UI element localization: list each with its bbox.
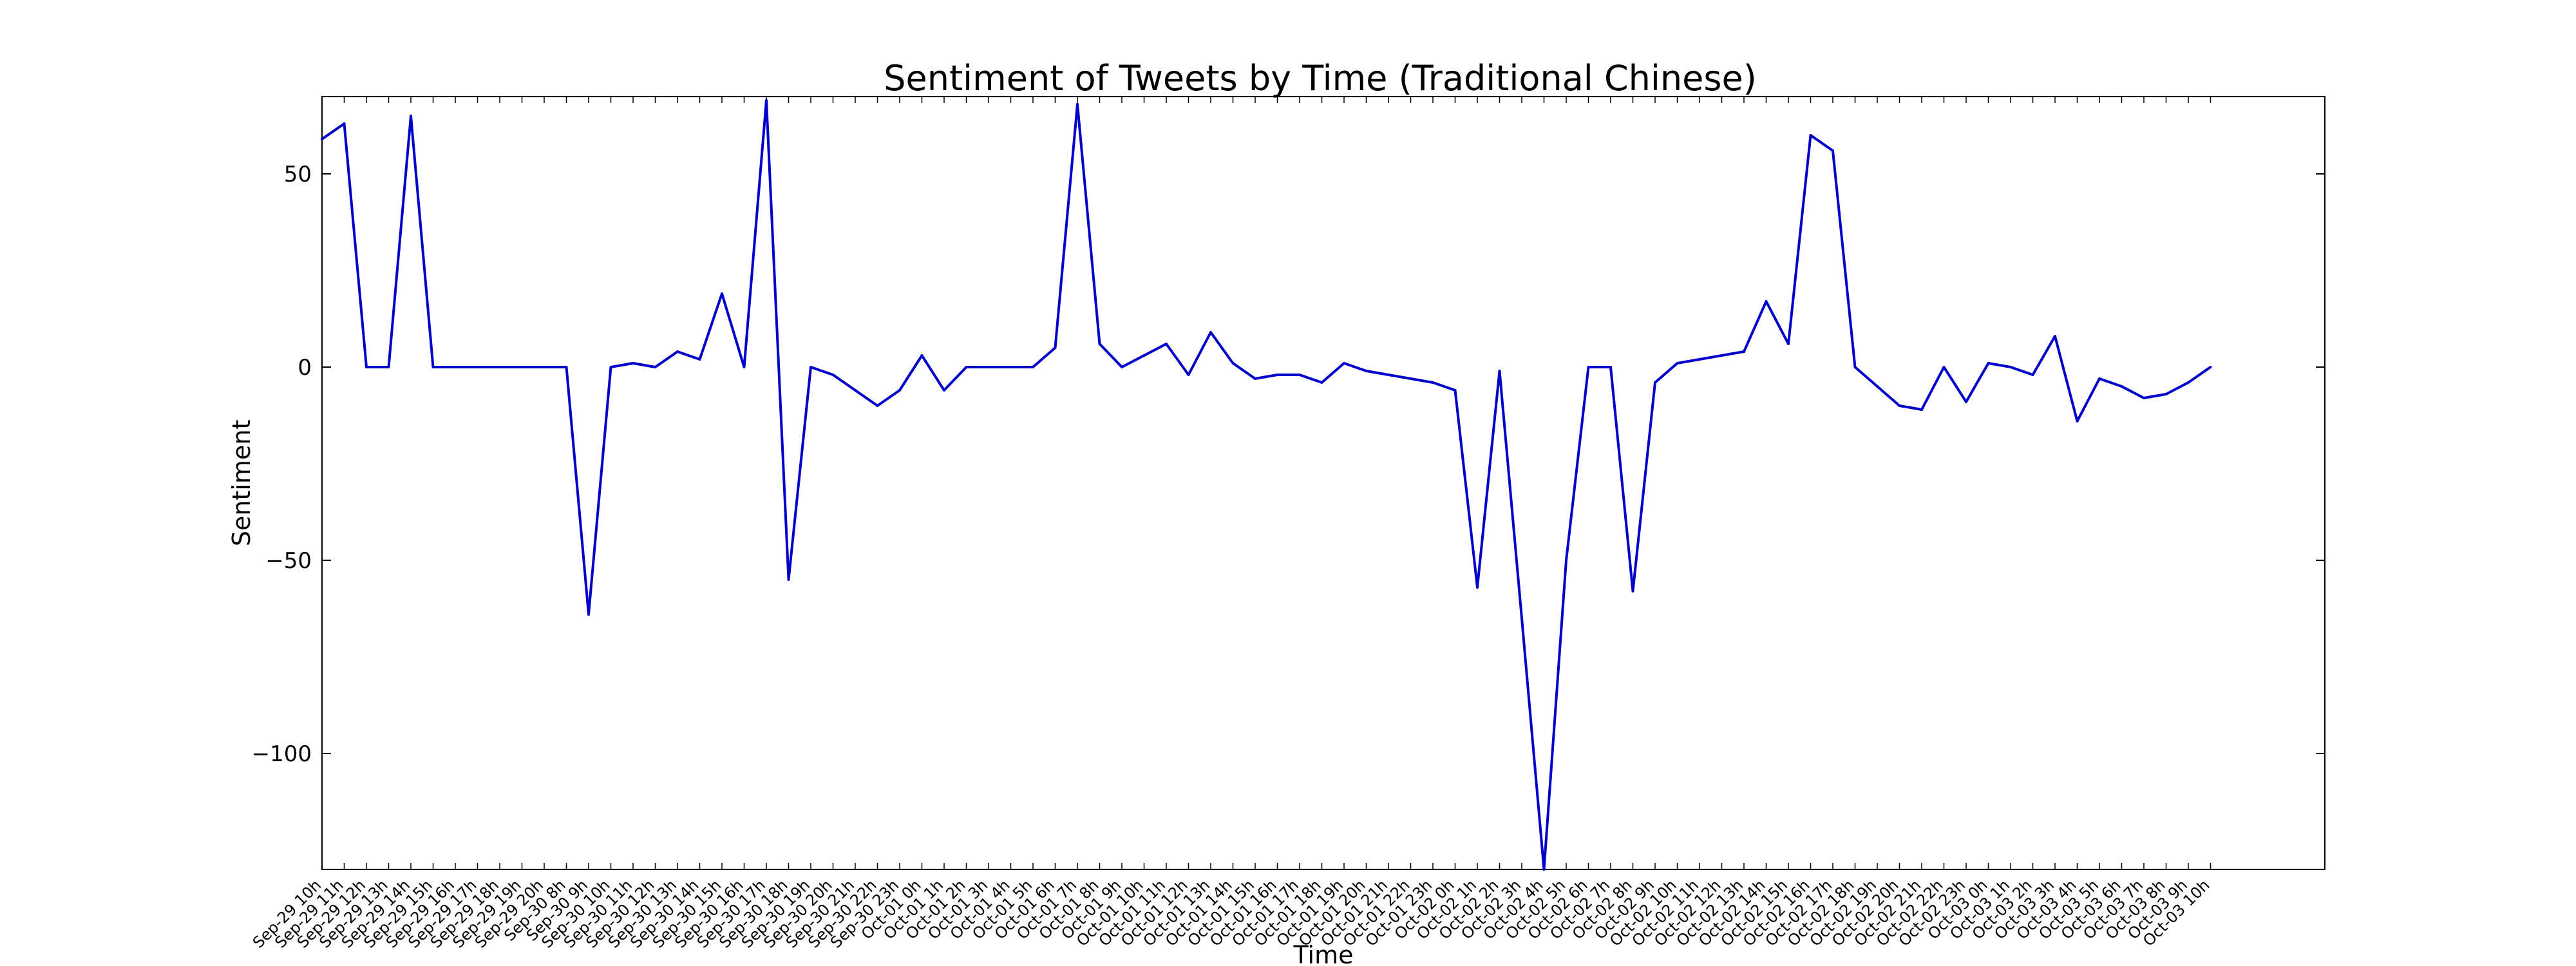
data-point — [1387, 374, 1390, 376]
data-point — [365, 366, 368, 368]
data-point — [876, 404, 879, 407]
data-point — [1432, 381, 1434, 384]
data-point — [743, 366, 746, 368]
data-point — [2009, 366, 2012, 368]
data-point — [1965, 401, 1967, 403]
y-axis-label: Sentiment — [227, 420, 256, 546]
data-point — [431, 366, 435, 368]
data-point — [1832, 149, 1834, 152]
data-point — [1343, 362, 1345, 365]
data-point — [2164, 393, 2168, 395]
data-point — [1787, 343, 1790, 345]
data-point — [676, 350, 679, 353]
data-point — [1898, 404, 1901, 407]
data-point — [1631, 590, 1634, 592]
data-point — [1409, 377, 1412, 380]
data-point — [1076, 103, 1079, 106]
data-point — [2054, 335, 2056, 337]
data-point — [765, 99, 768, 102]
y-tick-label: −100 — [252, 741, 312, 767]
data-point — [1720, 354, 1723, 357]
data-point — [1054, 346, 1057, 349]
data-point — [1743, 350, 1745, 353]
data-point — [1009, 366, 1012, 368]
data-point — [609, 366, 612, 368]
series-line — [321, 99, 2211, 871]
data-point — [1320, 381, 1323, 384]
data-point — [1676, 362, 1679, 365]
data-point — [810, 366, 812, 368]
data-point — [410, 115, 412, 117]
plot-area — [321, 96, 2325, 870]
data-point — [1654, 381, 1656, 384]
data-point — [1920, 408, 1923, 411]
data-point — [898, 389, 901, 392]
y-tick-label: 50 — [284, 162, 312, 187]
data-point — [1809, 134, 1812, 137]
data-point — [1587, 366, 1590, 368]
data-point — [1542, 868, 1546, 871]
data-point — [387, 366, 390, 368]
data-point — [1498, 370, 1501, 372]
data-point — [1165, 343, 1168, 345]
data-point — [2209, 366, 2212, 368]
data-point — [343, 122, 346, 125]
data-point — [1520, 617, 1523, 620]
data-point — [1032, 366, 1034, 368]
data-point — [321, 138, 323, 140]
data-point — [1298, 374, 1301, 376]
data-point — [854, 389, 857, 392]
data-point — [787, 578, 790, 581]
data-point — [1565, 559, 1567, 562]
data-point — [721, 292, 723, 295]
data-point — [1454, 389, 1457, 392]
data-point — [2076, 420, 2079, 422]
data-point — [1142, 354, 1146, 357]
data-point — [1231, 362, 1235, 365]
data-point — [2187, 381, 2190, 384]
data-point — [2031, 374, 2034, 376]
data-point — [1254, 377, 1256, 380]
data-point — [698, 358, 701, 361]
data-point — [1987, 362, 1990, 365]
data-point — [1365, 370, 1368, 372]
data-point — [1876, 385, 1879, 388]
data-point — [987, 366, 990, 368]
data-point — [1476, 586, 1479, 589]
y-tick-label: −50 — [265, 548, 312, 574]
data-point — [1765, 300, 1768, 303]
data-point — [454, 366, 457, 368]
data-point — [587, 613, 590, 616]
data-point — [654, 366, 657, 368]
data-point — [2120, 385, 2123, 388]
data-point — [1121, 366, 1123, 368]
data-point — [1853, 366, 1857, 368]
data-point — [943, 389, 945, 392]
data-point — [520, 366, 524, 368]
data-points — [321, 99, 2212, 871]
data-point — [1609, 366, 1612, 368]
data-point — [565, 366, 568, 368]
y-tick-label: 0 — [298, 355, 312, 381]
data-point — [831, 374, 835, 376]
chart-title: Sentiment of Tweets by Time (Traditional… — [884, 58, 1757, 99]
x-axis-label: Time — [1293, 941, 1354, 966]
data-point — [632, 362, 634, 365]
data-point — [1098, 343, 1101, 345]
data-point — [498, 366, 501, 368]
data-point — [1187, 374, 1190, 376]
data-point — [920, 354, 923, 357]
data-point — [2143, 397, 2145, 399]
data-point — [543, 366, 545, 368]
y-axis: 50 0 −50 −100 — [252, 162, 2325, 767]
data-point — [2098, 377, 2101, 380]
data-point — [1942, 366, 1946, 368]
data-point — [1209, 331, 1212, 334]
data-point — [965, 366, 968, 368]
data-point — [1276, 374, 1279, 376]
data-point — [1698, 358, 1701, 361]
data-point — [476, 366, 479, 368]
